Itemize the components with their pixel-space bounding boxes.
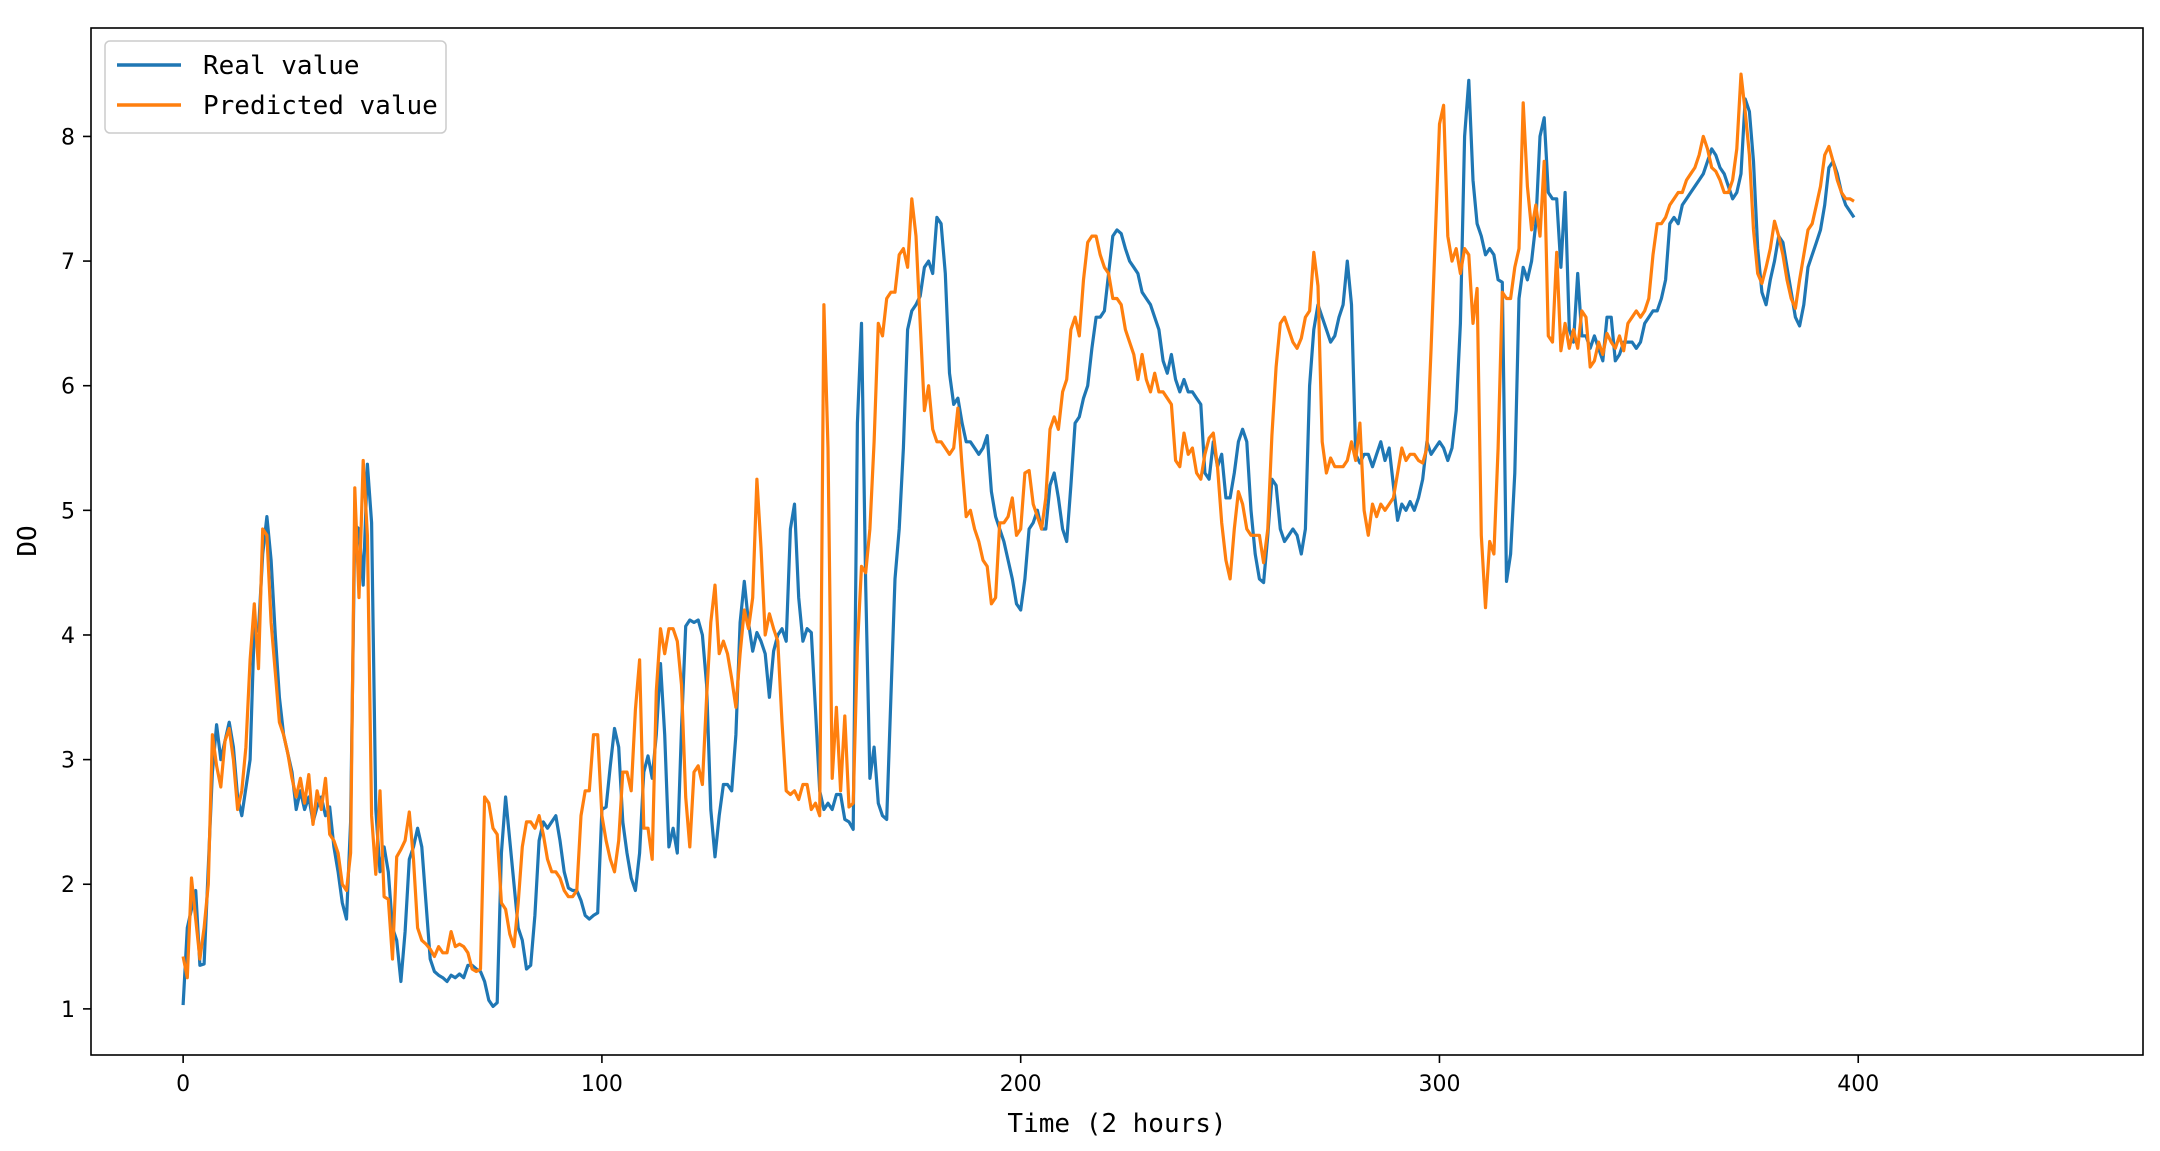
y-tick-label: 7	[61, 250, 75, 275]
y-tick-label: 2	[61, 873, 75, 898]
y-tick-label: 8	[61, 125, 75, 150]
y-tick-label: 6	[61, 375, 75, 400]
legend-label-predicted: Predicted value	[203, 91, 438, 121]
series-line-predicted-value	[181, 72, 1855, 980]
y-axis: 1 2 3 4 5 6 7 8	[61, 125, 91, 1023]
x-tick-label: 300	[1418, 1072, 1460, 1097]
y-axis-label: DO	[13, 525, 43, 556]
x-tick-label: 100	[581, 1072, 623, 1097]
x-tick-label: 0	[176, 1072, 190, 1097]
y-tick-label: 5	[61, 499, 75, 524]
x-tick-label: 200	[1000, 1072, 1042, 1097]
y-tick-label: 3	[61, 749, 75, 774]
series-layer	[181, 72, 1856, 1009]
x-tick-label: 400	[1837, 1072, 1879, 1097]
legend: Real value Predicted value	[104, 40, 447, 134]
x-axis: 0 100 200 300 400	[176, 1055, 1879, 1097]
y-tick-label: 1	[61, 998, 75, 1023]
x-axis-label: Time (2 hours)	[1007, 1109, 1226, 1139]
legend-box	[104, 40, 447, 134]
plot-area-frame	[90, 27, 2144, 1056]
y-tick-label: 4	[61, 624, 75, 649]
legend-label-real: Real value	[203, 51, 360, 81]
